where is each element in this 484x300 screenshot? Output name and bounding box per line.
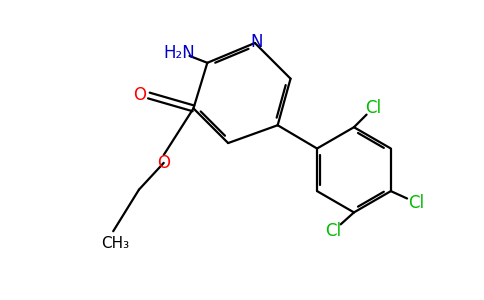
- Text: Cl: Cl: [365, 99, 381, 117]
- Text: CH₃: CH₃: [101, 236, 129, 250]
- Text: Cl: Cl: [325, 222, 341, 240]
- Text: N: N: [251, 33, 263, 51]
- Text: O: O: [134, 85, 147, 103]
- Text: H₂N: H₂N: [164, 44, 196, 62]
- Text: Cl: Cl: [408, 194, 424, 211]
- Text: O: O: [157, 154, 170, 172]
